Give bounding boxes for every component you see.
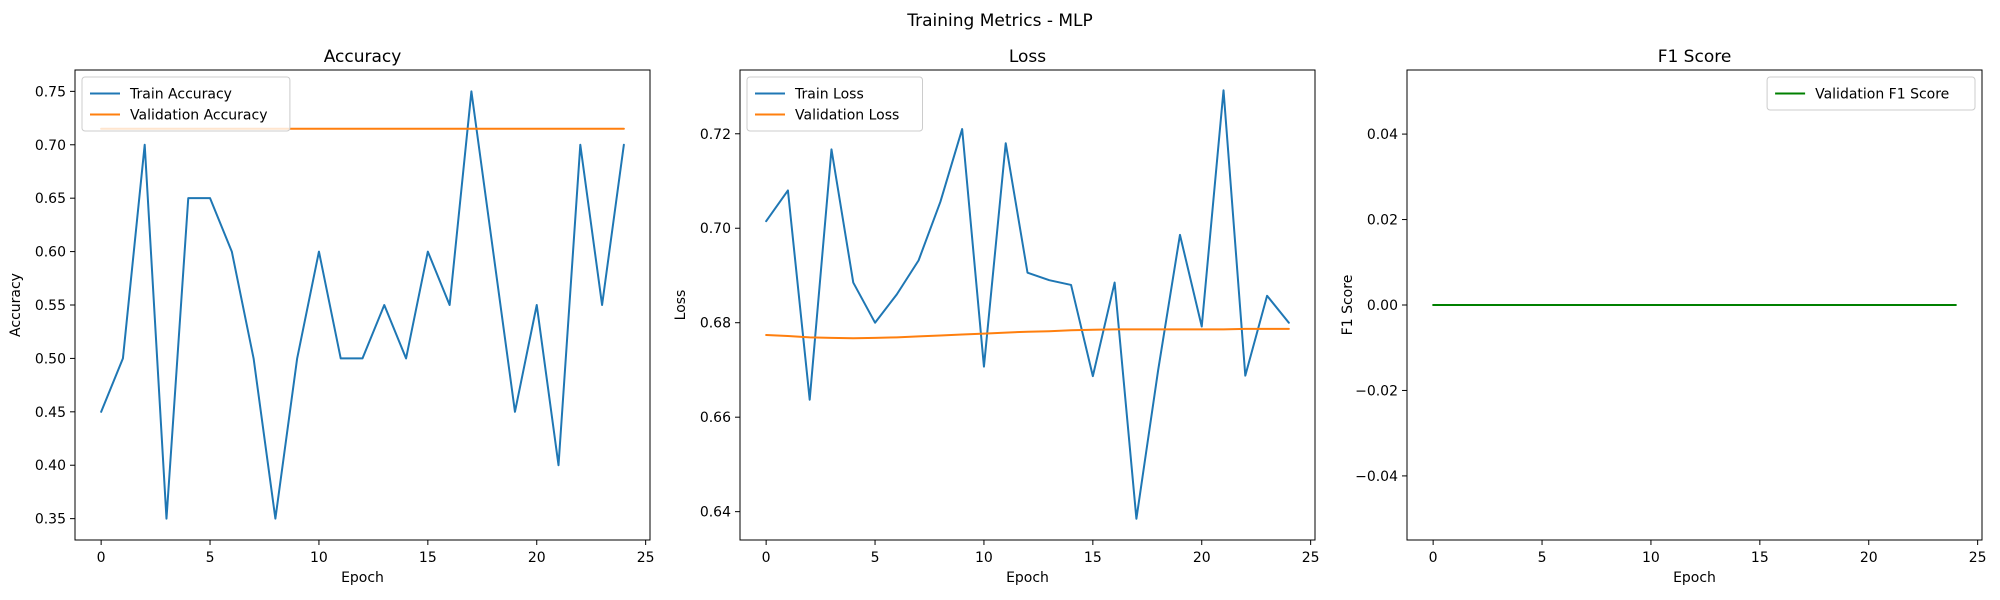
legend-label: Train Accuracy [129,87,232,103]
chart-panel-2: Loss 0 5 10 15 20 25 0.64 0.66 0.68 0.70 0.72 Epoch L… [673,47,1320,586]
y-tick-label: −0.02 [1355,383,1398,399]
x-tick-label: 15 [1751,550,1769,566]
legend: Train Accuracy Validation Accuracy [81,76,291,132]
x-axis-label: Epoch [1673,570,1716,586]
y-tick-label: 0.50 [35,351,66,367]
legend-label: Validation Loss [795,108,899,124]
x-tick-label: 0 [762,550,771,566]
panel-title: F1 Score [1658,47,1732,67]
figure-title: Training Metrics - MLP [906,11,1093,31]
y-tick-label: 0.00 [1367,298,1398,314]
x-tick-label: 5 [1538,550,1547,566]
x-tick-label: 5 [871,550,880,566]
x-tick-label: 15 [419,550,437,566]
y-tick-label: 0.04 [1367,127,1398,143]
axes-frame [739,69,1316,541]
y-tick-label: 0.40 [35,458,66,474]
x-tick-label: 15 [1084,550,1102,566]
legend: Train Loss Validation Loss [746,76,923,132]
legend-label: Validation Accuracy [130,108,268,124]
y-tick-label: 0.72 [700,127,731,143]
y-tick-label: 0.55 [35,298,66,314]
x-tick-label: 25 [1302,550,1320,566]
x-tick-label: 25 [637,550,655,566]
x-tick-label: 20 [528,550,546,566]
y-tick-label: 0.75 [35,84,66,100]
y-tick-label: 0.70 [35,138,66,154]
y-tick-label: 0.02 [1367,213,1398,229]
x-tick-label: 10 [975,550,993,566]
x-tick-label: 10 [1642,550,1660,566]
y-axis-label: Loss [673,290,689,321]
legend-box [1766,76,1976,111]
chart-panel-3: F1 Score 0 5 10 15 20 25 −0.04 −0.02 0.00 0.02 0.04… [1340,47,1987,586]
x-tick-label: 25 [1969,550,1987,566]
legend-box [81,76,291,132]
series-line-train-accuracy [100,90,625,520]
y-tick-label: 0.66 [700,410,731,426]
x-axis-label: Epoch [341,570,384,586]
y-axis-label: Accuracy [8,273,24,337]
y-tick-label: 0.45 [35,405,66,421]
x-tick-label: 20 [1860,550,1878,566]
series-line-validation-loss [765,327,1290,340]
x-axis-label: Epoch [1006,570,1049,586]
axes-frame [74,69,651,541]
legend: Validation F1 Score [1766,76,1976,111]
y-tick-label: −0.04 [1355,469,1398,485]
y-tick-label: 0.70 [700,221,731,237]
y-tick-label: 0.64 [700,505,731,521]
legend-box [746,76,923,132]
x-tick-label: 0 [97,550,106,566]
series-lines [100,90,625,520]
legend-label: Validation F1 Score [1815,87,1949,103]
x-tick-label: 5 [206,550,215,566]
y-tick-label: 0.68 [700,316,731,332]
y-tick-label: 0.65 [35,191,66,207]
series-lines [765,89,1290,520]
y-axis-label: F1 Score [1340,275,1356,336]
x-tick-label: 20 [1193,550,1211,566]
y-tick-label: 0.35 [35,512,66,528]
chart-panel-1: Accuracy 0 5 10 15 20 25 0.35 0.40 0.45 0.50 0.55 0.… [8,47,655,586]
y-tick-label: 0.60 [35,245,66,261]
x-tick-label: 0 [1429,550,1438,566]
legend-label: Train Loss [794,87,864,103]
panel-title: Loss [1009,47,1046,67]
x-tick-label: 10 [310,550,328,566]
series-line-train-loss [765,89,1290,520]
panel-title: Accuracy [324,47,402,67]
